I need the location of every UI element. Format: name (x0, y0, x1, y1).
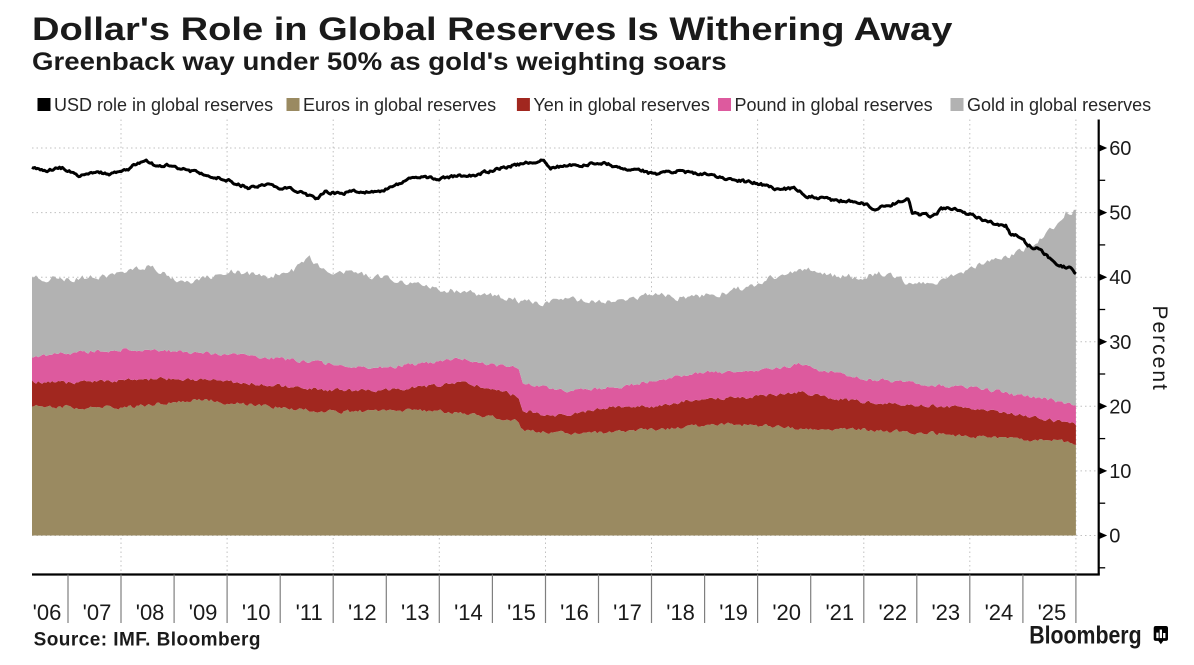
svg-text:'20: '20 (772, 600, 801, 625)
svg-text:60: 60 (1109, 138, 1131, 160)
svg-text:'22: '22 (878, 600, 907, 625)
svg-text:'06: '06 (33, 600, 62, 625)
svg-text:50: 50 (1109, 203, 1131, 225)
svg-text:40: 40 (1109, 267, 1131, 289)
svg-text:Percent: Percent (1148, 306, 1171, 392)
svg-text:'11: '11 (296, 600, 323, 625)
svg-text:'09: '09 (189, 600, 218, 625)
svg-text:'14: '14 (454, 600, 483, 625)
svg-text:0: 0 (1109, 526, 1120, 548)
svg-text:'24: '24 (985, 600, 1014, 625)
svg-text:Yen in global reserves: Yen in global reserves (533, 95, 709, 115)
svg-text:Source: IMF. Bloomberg: Source: IMF. Bloomberg (34, 630, 261, 651)
svg-text:Pound in global reserves: Pound in global reserves (735, 95, 933, 115)
svg-text:Greenback way under 50% as gol: Greenback way under 50% as gold's weight… (32, 47, 727, 75)
svg-text:30: 30 (1109, 332, 1131, 354)
svg-text:20: 20 (1109, 396, 1131, 418)
svg-text:Euros in global reserves: Euros in global reserves (303, 95, 496, 115)
svg-text:USD role in global reserves: USD role in global reserves (54, 95, 273, 115)
svg-text:10: 10 (1109, 461, 1131, 483)
svg-text:'19: '19 (719, 600, 748, 625)
svg-text:'08: '08 (136, 600, 165, 625)
svg-text:'10: '10 (242, 600, 271, 625)
svg-text:'15: '15 (507, 600, 536, 625)
svg-text:Bloomberg: Bloomberg (1029, 621, 1141, 649)
svg-text:'25: '25 (1038, 600, 1067, 625)
svg-text:'23: '23 (931, 600, 960, 625)
svg-text:'18: '18 (666, 600, 695, 625)
svg-text:Dollar's Role in Global Reserv: Dollar's Role in Global Reserves Is With… (32, 12, 953, 47)
svg-text:'12: '12 (348, 600, 377, 625)
svg-text:'16: '16 (560, 600, 589, 625)
svg-text:'21: '21 (825, 600, 854, 625)
svg-text:'07: '07 (83, 600, 112, 625)
svg-text:Gold in global reserves: Gold in global reserves (967, 95, 1151, 115)
svg-text:'13: '13 (401, 600, 430, 625)
svg-text:'17: '17 (613, 600, 642, 625)
